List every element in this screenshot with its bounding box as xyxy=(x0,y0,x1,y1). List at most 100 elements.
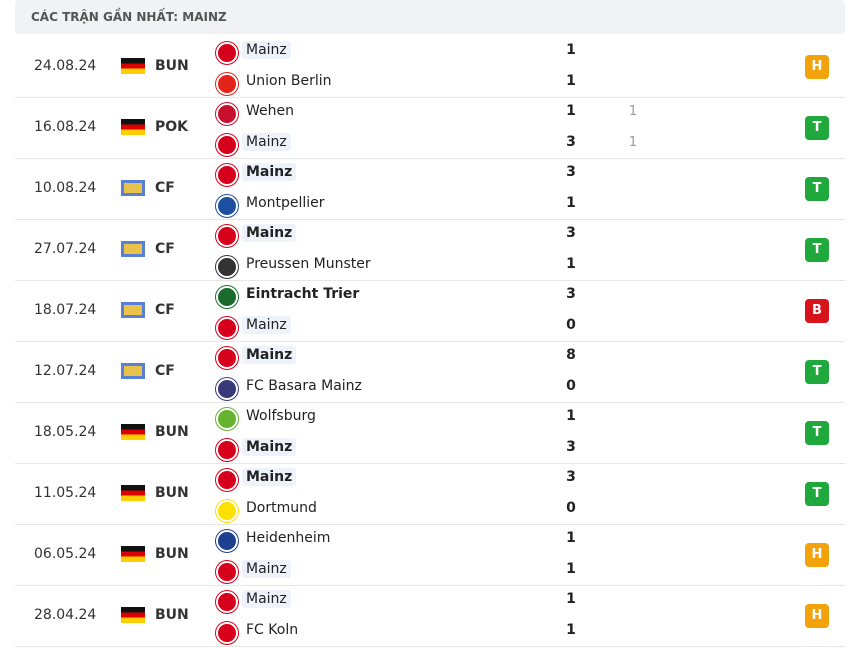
team-score: 1 xyxy=(566,195,576,211)
result-badge: B xyxy=(805,299,829,323)
result-badge: T xyxy=(805,360,829,384)
team-logo xyxy=(216,530,238,552)
match-date: 24.08.24 xyxy=(34,58,97,74)
match-row: 18.05.24 BUN Wolfsburg 1 Mainz 3 T xyxy=(15,402,845,464)
team-name: Wolfsburg xyxy=(246,408,316,424)
team-name: Mainz xyxy=(242,316,291,334)
team-name: Mainz xyxy=(242,590,291,608)
team-name: Mainz xyxy=(242,41,291,59)
team-name: FC Basara Mainz xyxy=(246,378,362,394)
team-logo xyxy=(216,164,238,186)
flag xyxy=(121,546,145,562)
team-score: 3 xyxy=(566,225,576,241)
team-name: Dortmund xyxy=(246,500,317,516)
result-badge: H xyxy=(805,55,829,79)
competition: BUN xyxy=(155,424,189,440)
competition: BUN xyxy=(155,58,189,74)
match-row: 11.05.24 BUN Mainz 3 Dortmund 0 T xyxy=(15,463,845,525)
match-date: 06.05.24 xyxy=(34,546,97,562)
flag xyxy=(121,363,145,379)
team-score: 3 xyxy=(566,164,576,180)
team-name: Mainz xyxy=(242,346,297,364)
team-name: Preussen Munster xyxy=(246,256,371,272)
flag xyxy=(121,424,145,440)
result-badge: T xyxy=(805,116,829,140)
team-score: 1 xyxy=(566,530,576,546)
team-score: 1 xyxy=(566,561,576,577)
team-logo xyxy=(216,225,238,247)
flag xyxy=(121,607,145,623)
team-score: 3 xyxy=(566,286,576,302)
competition: CF xyxy=(155,302,175,318)
team-logo xyxy=(216,561,238,583)
flag xyxy=(121,58,145,74)
flag xyxy=(121,119,145,135)
flag xyxy=(121,302,145,318)
header-title: CÁC TRẬN GẦN NHẤT: MAINZ xyxy=(31,10,227,24)
team-score: 8 xyxy=(566,347,576,363)
match-date: 12.07.24 xyxy=(34,363,97,379)
team-logo xyxy=(216,317,238,339)
team-score: 1 xyxy=(566,622,576,638)
flag xyxy=(121,241,145,257)
extra-score: 1 xyxy=(628,104,638,119)
match-date: 16.08.24 xyxy=(34,119,97,135)
team-score: 3 xyxy=(566,439,576,455)
team-name: Wehen xyxy=(246,103,294,119)
team-logo xyxy=(216,42,238,64)
competition: POK xyxy=(155,119,189,135)
match-date: 18.05.24 xyxy=(34,424,97,440)
competition: BUN xyxy=(155,485,189,501)
competition: CF xyxy=(155,180,175,196)
competition: CF xyxy=(155,363,175,379)
team-name: Mainz xyxy=(242,560,291,578)
team-name: Mainz xyxy=(242,438,297,456)
team-score: 1 xyxy=(566,103,576,119)
team-score: 1 xyxy=(566,73,576,89)
team-name: Mainz xyxy=(242,133,291,151)
team-logo xyxy=(216,256,238,278)
competition: CF xyxy=(155,241,175,257)
team-logo xyxy=(216,134,238,156)
match-date: 28.04.24 xyxy=(34,607,97,623)
result-badge: T xyxy=(805,421,829,445)
competition: BUN xyxy=(155,607,189,623)
match-date: 11.05.24 xyxy=(34,485,97,501)
team-logo xyxy=(216,439,238,461)
team-logo xyxy=(216,622,238,644)
team-score: 3 xyxy=(566,469,576,485)
team-score: 0 xyxy=(566,378,576,394)
team-name: Union Berlin xyxy=(246,73,332,89)
match-row: 27.07.24 CF Mainz 3 Preussen Munster 1 T xyxy=(15,219,845,281)
team-logo xyxy=(216,378,238,400)
match-date: 10.08.24 xyxy=(34,180,97,196)
match-row: 10.08.24 CF Mainz 3 Montpellier 1 T xyxy=(15,158,845,220)
team-logo xyxy=(216,408,238,430)
match-date: 18.07.24 xyxy=(34,302,97,318)
team-name: Mainz xyxy=(242,224,297,242)
match-row: 24.08.24 BUN Mainz 1 Union Berlin 1 H xyxy=(15,36,845,98)
team-score: 0 xyxy=(566,317,576,333)
match-row: 12.07.24 CF Mainz 8 FC Basara Mainz 0 T xyxy=(15,341,845,403)
result-badge: T xyxy=(805,177,829,201)
team-name: Mainz xyxy=(242,468,297,486)
team-name: FC Koln xyxy=(246,622,299,638)
team-score: 1 xyxy=(566,591,576,607)
team-logo xyxy=(216,500,238,522)
team-name: Heidenheim xyxy=(246,530,331,546)
result-badge: H xyxy=(805,604,829,628)
team-score: 1 xyxy=(566,42,576,58)
team-logo xyxy=(216,591,238,613)
team-score: 1 xyxy=(566,408,576,424)
team-logo xyxy=(216,73,238,95)
team-score: 0 xyxy=(566,500,576,516)
team-name: Eintracht Trier xyxy=(246,286,360,302)
result-badge: T xyxy=(805,238,829,262)
team-score: 1 xyxy=(566,256,576,272)
match-row: 28.04.24 BUN Mainz 1 FC Koln 1 H xyxy=(15,585,845,647)
match-row: 06.05.24 BUN Heidenheim 1 Mainz 1 H xyxy=(15,524,845,586)
match-date: 27.07.24 xyxy=(34,241,97,257)
team-logo xyxy=(216,469,238,491)
extra-score: 1 xyxy=(628,135,638,150)
